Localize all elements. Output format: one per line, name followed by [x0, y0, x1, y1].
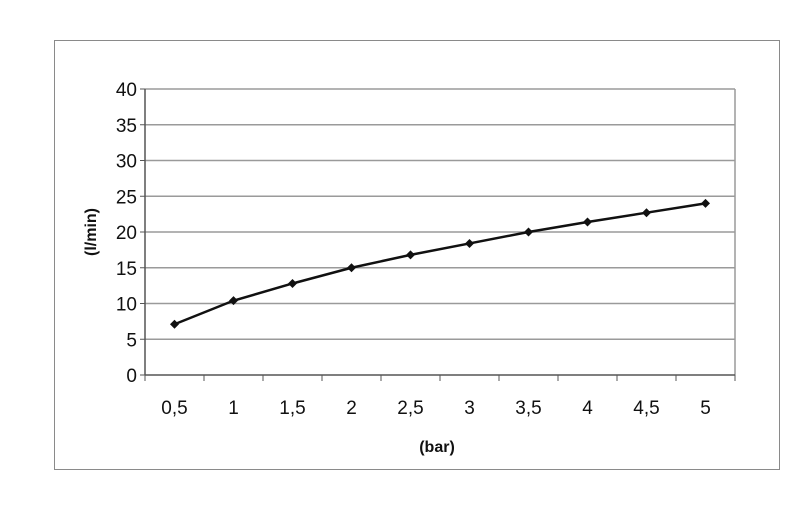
x-tick-label: 0,5	[161, 398, 187, 419]
y-tick-label: 5	[126, 330, 137, 351]
y-tick-label: 35	[116, 116, 137, 137]
y-tick-label: 30	[116, 152, 137, 173]
y-tick-label: 15	[116, 259, 137, 280]
data-point	[406, 250, 415, 260]
x-tick-label: 1	[228, 398, 239, 419]
data-point	[347, 263, 356, 273]
x-tick-label: 5	[700, 398, 711, 419]
x-tick-label: 3	[464, 398, 475, 419]
x-tick-label: 4,5	[633, 398, 659, 419]
y-tick-label: 20	[116, 223, 137, 244]
x-tick-label: 3,5	[515, 398, 541, 419]
y-tick-label: 40	[116, 80, 137, 101]
chart-frame	[54, 40, 780, 470]
data-point	[288, 278, 297, 288]
x-axis-label: (bar)	[419, 439, 455, 456]
y-tick-label: 0	[126, 366, 137, 387]
data-point	[465, 238, 474, 248]
x-tick-label: 2	[346, 398, 357, 419]
x-tick-label: 4	[582, 398, 593, 419]
y-tick-label: 25	[116, 187, 137, 208]
data-point	[583, 217, 592, 227]
data-point	[229, 296, 238, 306]
y-tick-label: 10	[116, 295, 137, 316]
series-line	[174, 202, 706, 326]
x-tick-label: 1,5	[279, 398, 305, 419]
y-axis-label: (l/min)	[83, 208, 100, 256]
data-point	[524, 227, 533, 237]
data-point	[642, 208, 651, 218]
x-tick-label: 2,5	[397, 398, 423, 419]
data-point	[170, 319, 179, 329]
data-point	[701, 198, 710, 208]
